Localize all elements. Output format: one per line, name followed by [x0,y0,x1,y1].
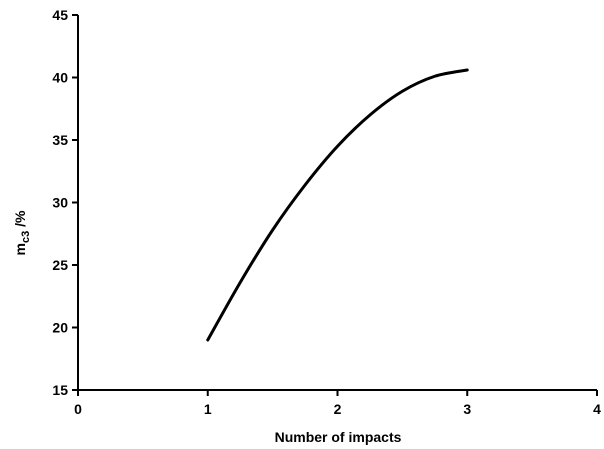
y-tick-label: 20 [52,320,68,336]
y-axis-label-sub: c3 [20,231,32,243]
y-tick-label: 35 [52,132,68,148]
y-axis-label-suffix: /% [12,210,28,231]
y-tick-label: 30 [52,195,68,211]
y-axis-label: mc3 /% [12,210,32,255]
x-tick-label: 2 [334,401,342,417]
y-tick-label: 45 [52,7,68,23]
y-tick-label: 15 [52,382,68,398]
y-ticks: 15 20 25 30 35 40 45 [52,7,78,398]
y-tick-label: 40 [52,70,68,86]
x-axis-label: Number of impacts [275,429,402,445]
y-axis-label-main: m [12,243,28,255]
x-ticks: 0 1 2 3 4 [74,390,601,417]
axes [77,15,597,391]
series-layer [206,68,469,342]
series-line-0 [206,68,469,342]
x-tick-label: 4 [593,401,601,417]
y-tick-label: 25 [52,257,68,273]
x-tick-label: 1 [204,401,212,417]
x-tick-label: 3 [463,401,471,417]
x-tick-label: 0 [74,401,82,417]
